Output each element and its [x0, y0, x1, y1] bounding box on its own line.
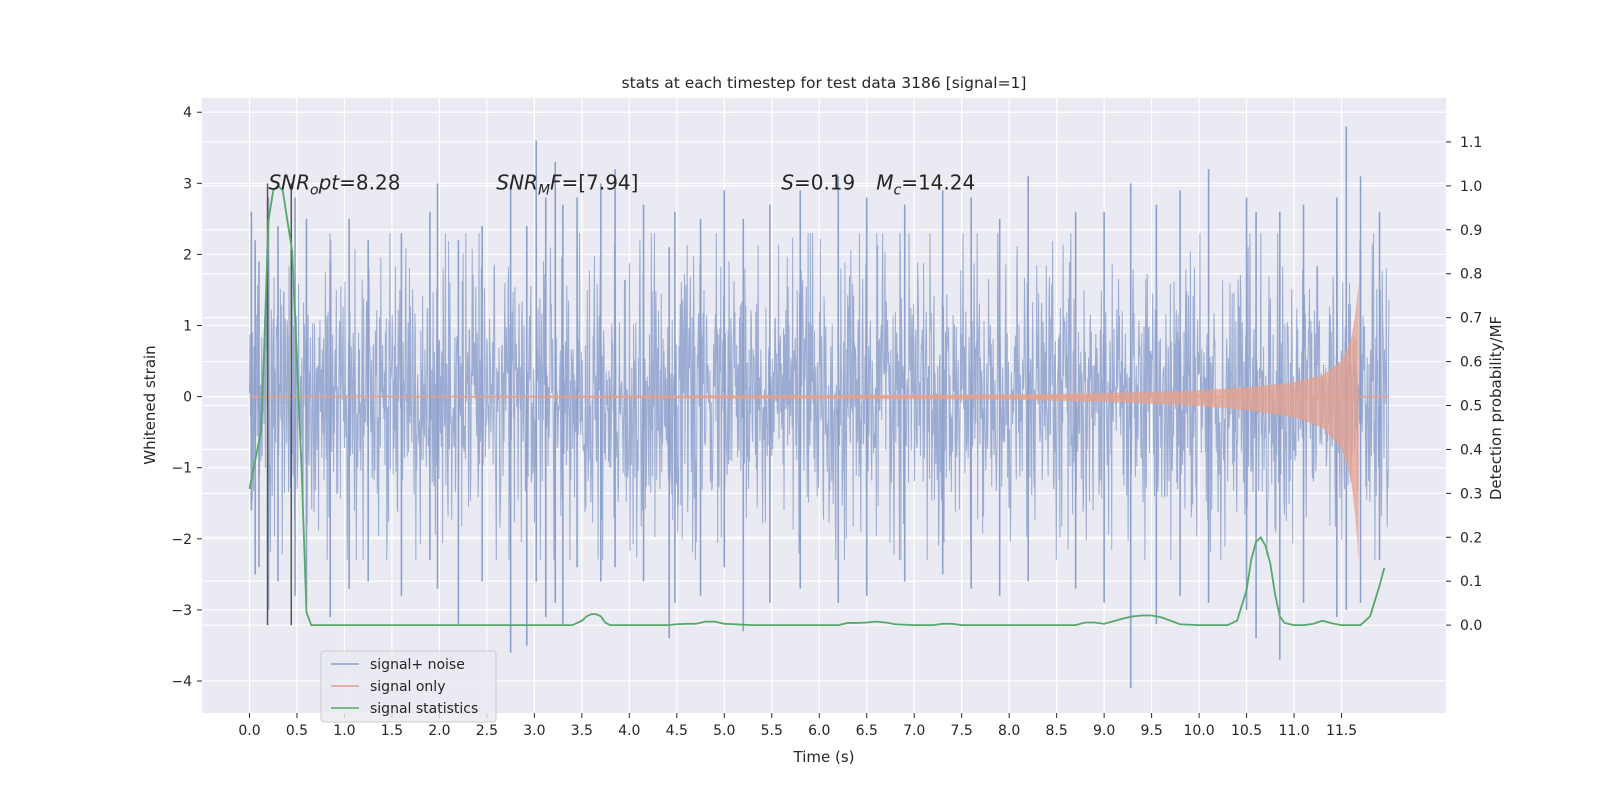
noise-trace [248, 233, 1390, 561]
y-tick-label: −3 [171, 603, 192, 619]
legend-label-signal-noise: signal+ noise [370, 657, 465, 673]
y-axis-label: Whitened strain [141, 345, 159, 464]
x-tick-label: 5.0 [713, 723, 735, 739]
x-tick-label: 8.5 [1046, 723, 1068, 739]
y2-tick-label: 0.6 [1460, 355, 1482, 371]
annotation-text: Mc=14.24 [876, 170, 975, 198]
y-tick-label: 2 [183, 247, 192, 263]
x-tick-label: 0.0 [238, 723, 260, 739]
x-tick-label: 4.0 [618, 723, 640, 739]
legend: signal+ noise signal only signal statist… [320, 650, 497, 723]
annotation-text: SNRMF=[7.94] [496, 170, 638, 198]
y2-tick-label: 1.1 [1460, 135, 1482, 151]
x-tick-label: 11.0 [1278, 723, 1309, 739]
y-tick-label: 3 [183, 176, 192, 192]
x-tick-label: 1.5 [381, 723, 403, 739]
y-tick-label: −4 [171, 674, 192, 690]
x-tick-label: 7.0 [903, 723, 925, 739]
y-tick-label: 0 [183, 390, 192, 406]
x-tick-label: 2.0 [428, 723, 450, 739]
x-tick-label: 0.5 [286, 723, 308, 739]
y2-tick-label: 1.0 [1460, 179, 1482, 195]
x-tick-label: 9.5 [1140, 723, 1162, 739]
x-tick-label: 10.0 [1184, 723, 1215, 739]
y2-tick-label: 0.1 [1460, 574, 1482, 590]
statistics-line [248, 184, 1386, 627]
y2-tick-label: 0.8 [1460, 267, 1482, 283]
x-tick-label: 10.5 [1231, 723, 1262, 739]
y2-tick-label: 0.4 [1460, 442, 1482, 458]
y2-tick-label: 0.9 [1460, 223, 1482, 239]
x-tick-label: 6.0 [808, 723, 830, 739]
legend-label-signal-only: signal only [370, 679, 445, 695]
x-tick-label: 6.5 [856, 723, 878, 739]
annotation-text: SNRopt=8.28 [268, 170, 400, 198]
y2-tick-label: 0.2 [1460, 530, 1482, 546]
x-tick-label: 2.5 [476, 723, 498, 739]
y2-tick-label: 0.0 [1460, 618, 1482, 634]
y2-tick-label: 0.3 [1460, 486, 1482, 502]
x-tick-label: 9.0 [1093, 723, 1115, 739]
x-axis-label: Time (s) [793, 748, 855, 766]
y2-axis-ticks: 0.0 0.1 0.2 0.3 0.4 0.5 0.6 0.7 0.8 0.9 1.0 1.1 [1446, 135, 1482, 634]
signal-noise-series [248, 126, 1390, 689]
y-tick-label: −2 [171, 532, 192, 548]
chart-title: stats at each timestep for test data 318… [622, 74, 1027, 92]
x-tick-label: 3.0 [523, 723, 545, 739]
x-axis-ticks: 0.0 0.5 1.0 1.5 2.0 2.5 3.0 3.5 4.0 4.5 5.0 5.5 6.0 6… [238, 713, 1357, 739]
y2-axis-label: Detection probability/MF [1487, 316, 1505, 500]
y-axis-ticks: −4 −3 −2 −1 0 1 2 3 4 [171, 105, 202, 690]
x-tick-label: 5.5 [761, 723, 783, 739]
x-tick-label: 7.5 [951, 723, 973, 739]
legend-label-signal-statistics: signal statistics [370, 701, 478, 717]
x-tick-label: 1.0 [333, 723, 355, 739]
annotation-text: S=0.19 [781, 170, 855, 194]
y2-tick-label: 0.7 [1460, 311, 1482, 327]
y-tick-label: 1 [183, 319, 192, 335]
x-tick-label: 3.5 [571, 723, 593, 739]
x-tick-label: 11.5 [1326, 723, 1357, 739]
legend-box [320, 650, 497, 723]
signal-statistics-series [248, 184, 1386, 627]
y-tick-label: 4 [183, 105, 192, 121]
signal-only-series [249, 282, 1390, 562]
x-tick-label: 4.5 [666, 723, 688, 739]
annotations: SNRopt=8.28 SNRMF=[7.94] S=0.19 Mc=14.24 [268, 170, 975, 198]
y2-tick-label: 0.5 [1460, 399, 1482, 415]
x-tick-label: 8.0 [998, 723, 1020, 739]
y-tick-label: −1 [171, 461, 192, 477]
